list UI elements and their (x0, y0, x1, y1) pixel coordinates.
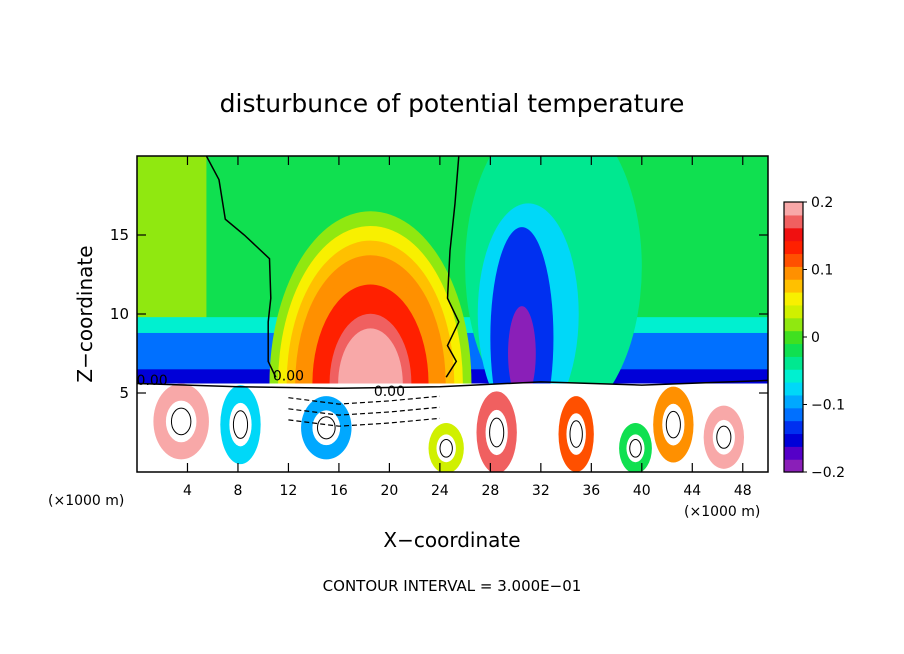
dashed-contour-2 (288, 417, 440, 427)
colorbar-tick-label-3: −0.1 (811, 398, 845, 414)
colorbar-swatch-13 (784, 292, 803, 306)
x-unit-right: (×1000 m) (684, 504, 760, 520)
colorbar-swatch-6 (784, 382, 803, 396)
eddy-contour-2 (316, 416, 336, 440)
x-tick-label-20: 20 (380, 483, 398, 499)
colorbar-swatch-7 (784, 369, 803, 383)
x-tick-label-48: 48 (734, 483, 752, 499)
contour-label-0: 0.00 (273, 368, 304, 384)
field-cold-core (508, 306, 536, 401)
field-eddy-core-5 (662, 403, 685, 446)
colorbar-swatch-8 (784, 356, 803, 370)
colorbar-swatch-2 (784, 433, 803, 447)
y-tick-label-15: 15 (110, 226, 129, 244)
x-tick-label-8: 8 (233, 483, 242, 499)
colorbar-tick-label-2: 0 (811, 330, 820, 346)
colorbar-swatch-3 (784, 420, 803, 435)
eddy-contour-1 (232, 410, 249, 439)
x-axis: 4 8 12 16 20 24 28 32 36 40 44 48 (183, 156, 752, 499)
x-tick-label-16: 16 (330, 483, 348, 499)
colorbar-tick-label-1: 0.1 (811, 263, 833, 279)
y-tick-label-5: 5 (119, 384, 129, 402)
eddy-contour-4 (569, 420, 583, 448)
colorbar-labels: 0.2 0.1 0 −0.1 −0.2 (803, 195, 845, 481)
colorbar-tick-label-0: 0.2 (811, 195, 833, 211)
x-tick-label-44: 44 (683, 483, 701, 499)
y-tick-label-10: 10 (110, 305, 129, 323)
colorbar-swatch-17 (784, 240, 803, 255)
colorbar-swatch-10 (784, 330, 803, 345)
colorbar-tick-label-4: −0.2 (811, 465, 845, 481)
dashed-contour-0 (288, 395, 440, 405)
colorbar-swatch-18 (784, 227, 803, 242)
plot-area: 0.00 0.00 0.00 (137, 156, 768, 472)
eddy-contour-3 (489, 417, 505, 448)
colorbar-swatch-14 (784, 279, 803, 293)
y-axis-label: Z−coordinate (73, 245, 97, 382)
contour-lines: 0.00 0.00 0.00 (137, 156, 768, 458)
eddy-contour-5 (665, 410, 681, 439)
contour-label-1: 0.00 (374, 384, 405, 400)
colorbar-swatch-4 (784, 407, 803, 422)
colorbar-swatch-16 (784, 253, 803, 267)
eddy-contour-6 (716, 425, 732, 449)
contour-label-2: 0.00 (137, 373, 168, 389)
x-tick-label-36: 36 (582, 483, 600, 499)
eddy-contour-0 (170, 407, 192, 436)
field-eddy-core-1 (229, 402, 252, 447)
colorbar-swatch-11 (784, 317, 803, 332)
colorbar-swatch-0 (784, 459, 803, 473)
contour-interval-note: CONTOUR INTERVAL = 3.000E−01 (323, 577, 582, 595)
x-tick-label-4: 4 (183, 483, 192, 499)
x-axis-label: X−coordinate (383, 528, 520, 552)
field-eddy-core-2 (312, 410, 341, 446)
field-eddy-core-6 (712, 419, 735, 455)
x-tick-label-40: 40 (633, 483, 651, 499)
colorbar-swatch-15 (784, 266, 803, 280)
x-tick-label-32: 32 (532, 483, 550, 499)
mixed-layer-contour (137, 379, 768, 390)
colorbar (783, 201, 804, 473)
x-tick-label-12: 12 (280, 483, 298, 499)
field-layers (137, 156, 768, 472)
x-unit-left: (×1000 m) (48, 493, 124, 509)
zero-contour-right (445, 156, 460, 378)
y-axis: 5 10 15 (110, 226, 768, 402)
colorbar-swatch-19 (784, 214, 803, 229)
colorbar-swatch-1 (784, 446, 803, 460)
chart-title: disturbunce of potential temperature (220, 89, 685, 118)
field-eddy-core-8 (436, 434, 456, 463)
field-eddy-core-7 (626, 434, 645, 463)
colorbar-swatch-9 (784, 343, 803, 357)
colorbar-swatch-12 (784, 304, 803, 319)
colorbar-swatch-20 (784, 202, 803, 216)
field-eddy-core-3 (485, 409, 508, 456)
x-tick-label-28: 28 (481, 483, 499, 499)
colorbar-swatch-5 (784, 394, 803, 409)
x-tick-label-24: 24 (431, 483, 449, 499)
field-eddy-core-0 (165, 400, 197, 443)
dashed-contour-1 (288, 406, 440, 416)
eddy-contour-7 (629, 438, 642, 458)
field-eddy-core-4 (566, 413, 586, 455)
zero-contour-left (205, 156, 277, 378)
eddy-contour-8 (439, 438, 453, 458)
